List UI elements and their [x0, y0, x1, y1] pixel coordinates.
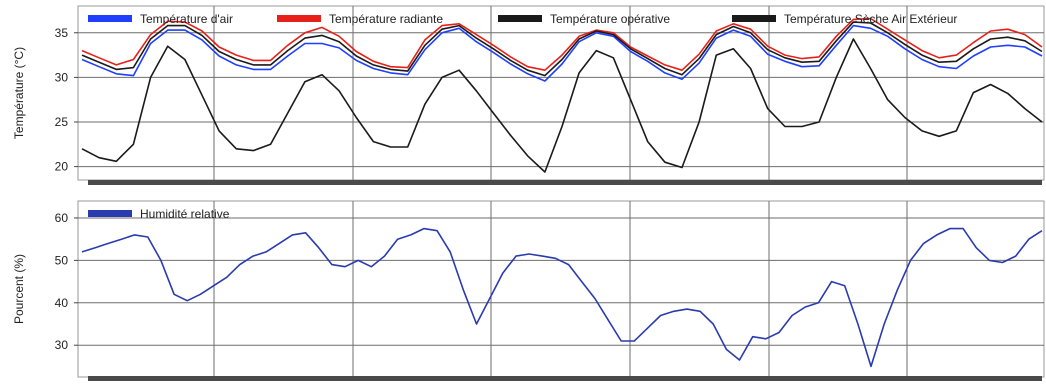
y-tick-label: 60 [55, 211, 69, 225]
legend: Température d'air Température radiante Tem… [88, 12, 957, 26]
legend-label: Température d'air [140, 12, 233, 26]
legend-swatch [732, 15, 776, 22]
legend-label: Température opérative [550, 12, 670, 26]
series-line [81, 38, 1043, 173]
plot-frame [77, 200, 1045, 378]
y-axis-label: Pourcent (%) [12, 254, 26, 324]
legend-swatch [88, 15, 132, 22]
legend-label: Humidité relative [140, 207, 230, 221]
grid [78, 6, 1044, 180]
legend-label: Température radiante [329, 12, 443, 26]
series-line [81, 17, 1043, 71]
series-lines [81, 227, 1043, 368]
legend: Humidité relative [88, 207, 230, 221]
scrollbar-track [88, 180, 1042, 185]
temperature-panel: 20 25 30 35 Température (°C) Température d'ai… [12, 5, 1045, 185]
y-tick-label: 30 [55, 338, 69, 352]
y-axis: 30 40 50 60 [55, 211, 78, 352]
y-tick-label: 50 [55, 253, 69, 267]
plot-frame [77, 5, 1045, 181]
legend-label: Température Sèche Air Extérieur [784, 12, 957, 26]
y-axis-label: Température (°C) [12, 47, 26, 139]
y-tick-label: 35 [55, 26, 69, 40]
series-lines [81, 17, 1043, 173]
y-tick-label: 20 [55, 160, 69, 174]
series-line [81, 21, 1043, 77]
legend-swatch [498, 15, 542, 22]
y-axis: 20 25 30 35 [55, 26, 78, 174]
series-line [81, 227, 1043, 368]
y-tick-label: 40 [55, 296, 69, 310]
scrollbar-track [88, 376, 1042, 381]
humidity-panel: 30 40 50 60 Pourcent (%) Humidité relative [12, 200, 1045, 381]
y-tick-label: 25 [55, 115, 69, 129]
series-line [81, 24, 1043, 82]
legend-swatch [88, 210, 132, 217]
y-tick-label: 30 [55, 70, 69, 84]
legend-swatch [277, 15, 321, 22]
